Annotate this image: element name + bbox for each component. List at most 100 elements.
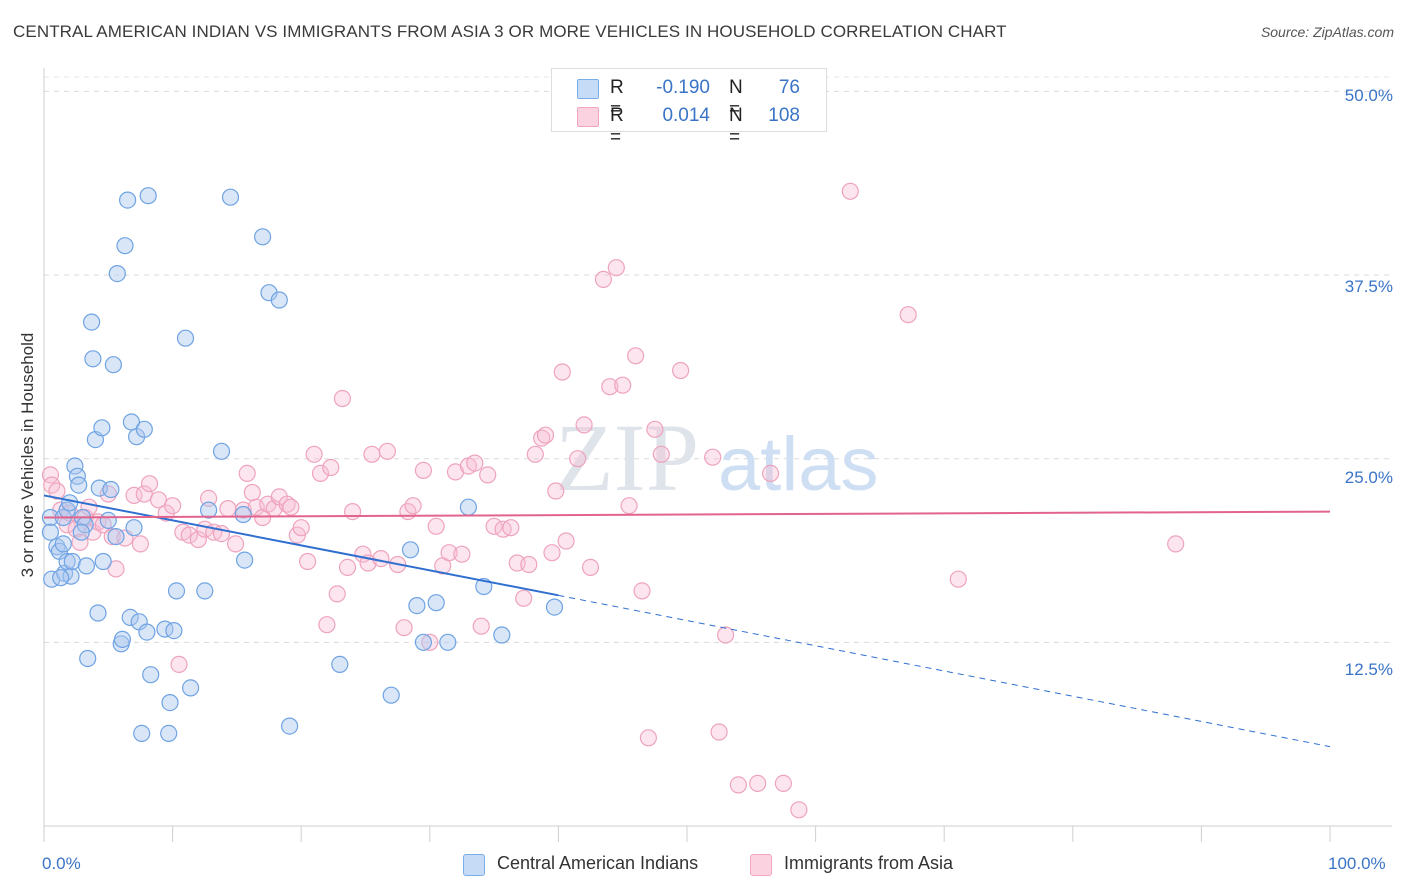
data-point: [238, 464, 256, 482]
data-point: [66, 457, 84, 475]
data-point: [646, 420, 664, 438]
n-value: 108: [768, 105, 800, 126]
r-value: -0.190: [656, 77, 710, 98]
data-point: [401, 541, 420, 559]
r-value: 0.014: [662, 105, 710, 126]
data-point: [639, 729, 658, 747]
watermark-zip: ZIP: [555, 404, 699, 511]
data-point: [41, 523, 60, 541]
data-point: [594, 270, 613, 288]
data-point: [68, 467, 87, 485]
data-point: [221, 188, 240, 206]
data-point: [139, 187, 157, 205]
data-point: [729, 776, 748, 794]
data-point: [108, 265, 126, 283]
data-point: [749, 774, 767, 793]
data-point: [545, 598, 564, 616]
series-asia-points: [41, 182, 1185, 819]
data-point: [479, 466, 497, 484]
series-central-american-points: [41, 187, 564, 743]
data-point: [167, 582, 186, 600]
data-point: [176, 329, 195, 347]
data-point: [526, 445, 544, 463]
data-point: [716, 626, 735, 644]
data-point: [626, 347, 645, 365]
trend-line-central-american: [43, 494, 559, 597]
data-point: [459, 498, 477, 516]
data-point: [440, 544, 458, 562]
data-point: [243, 483, 261, 502]
data-point: [633, 582, 651, 600]
data-point: [331, 655, 349, 674]
data-point: [61, 494, 79, 512]
data-point: [414, 461, 432, 479]
n-value: 76: [778, 77, 800, 98]
r-label: R =: [610, 105, 624, 148]
data-point: [607, 259, 625, 277]
data-point: [102, 480, 120, 499]
x-tick-label-min: 0.0%: [42, 854, 81, 873]
data-point: [421, 633, 439, 651]
data-point: [84, 350, 102, 368]
data-point: [270, 291, 288, 309]
y-tick-label: 25.0%: [1344, 468, 1393, 487]
data-point: [305, 445, 323, 463]
data-point: [48, 482, 66, 500]
y-tick-label: 37.5%: [1344, 277, 1393, 296]
r-label: R =: [610, 77, 624, 120]
data-point: [414, 633, 432, 651]
data-point: [790, 801, 808, 819]
data-point: [1167, 535, 1185, 553]
data-point: [212, 442, 231, 460]
data-point: [131, 535, 149, 553]
data-point: [318, 616, 336, 634]
data-point: [761, 464, 780, 482]
data-point: [671, 361, 690, 380]
watermark-atlas: atlas: [718, 422, 879, 507]
data-point: [427, 594, 445, 612]
x-tick-label-max: 100.0%: [1328, 854, 1386, 873]
data-point: [107, 560, 125, 578]
data-point: [160, 724, 178, 743]
data-point: [164, 497, 182, 515]
data-point: [99, 485, 117, 503]
data-point: [200, 489, 218, 507]
data-point: [170, 655, 188, 674]
data-point: [502, 519, 520, 537]
data-point: [196, 582, 214, 600]
data-point: [601, 378, 619, 396]
data-point: [79, 649, 97, 668]
legend-swatch-pink: [577, 107, 599, 127]
data-point: [299, 552, 317, 571]
data-point: [408, 596, 426, 615]
data-point: [493, 626, 511, 644]
data-point: [292, 519, 310, 537]
data-point: [344, 503, 362, 521]
data-point: [200, 501, 218, 519]
data-point: [182, 679, 200, 697]
legend-swatch-pink: [750, 854, 772, 876]
data-point: [543, 544, 561, 562]
data-point: [70, 476, 88, 494]
data-point: [254, 228, 272, 246]
trend-lines: [43, 494, 1331, 748]
data-point: [281, 717, 299, 735]
data-point: [311, 464, 330, 482]
data-point: [774, 774, 793, 793]
data-point: [338, 558, 357, 577]
data-point: [620, 497, 638, 515]
data-point: [472, 617, 490, 635]
data-point: [575, 416, 593, 434]
data-point: [453, 545, 471, 563]
data-point: [142, 666, 160, 684]
data-point: [581, 558, 600, 577]
data-point: [138, 623, 156, 641]
data-point: [547, 482, 565, 500]
data-point: [118, 191, 137, 209]
data-point: [116, 237, 134, 255]
data-point: [899, 306, 917, 324]
data-point: [553, 363, 571, 381]
axes: [43, 68, 1392, 842]
data-point: [372, 549, 390, 568]
